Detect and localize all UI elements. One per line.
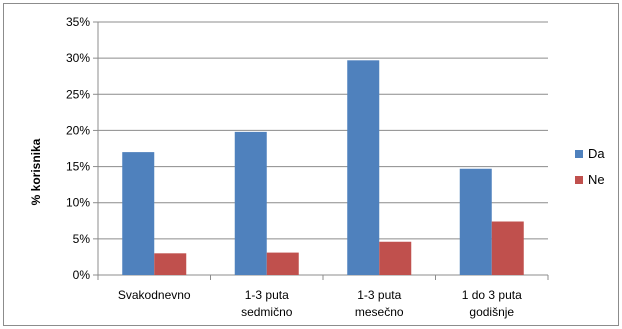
y-axis-label: % korisnika <box>29 138 43 205</box>
x-tick-label: 1-3 puta sedmično <box>241 288 293 319</box>
x-tick-label: 1 do 3 puta godišnje <box>462 288 522 319</box>
bar-da <box>234 131 267 275</box>
y-tick-labels: 0% 5% 10% 15% 20% 25% 30% 35% <box>66 15 90 282</box>
x-tick-label: 1-3 puta mesečno <box>355 288 404 319</box>
bar-ne <box>491 221 524 275</box>
y-tick-label: 0% <box>73 268 91 282</box>
bar-ne <box>379 241 412 275</box>
legend-label-da: Da <box>588 146 605 161</box>
y-tick-label: 35% <box>66 15 90 29</box>
x-tick-labels: Svakodnevno 1-3 puta sedmično 1-3 puta meseč… <box>118 288 522 319</box>
y-tick-label: 15% <box>66 160 90 174</box>
y-tick-label: 10% <box>66 196 90 210</box>
bar-ne <box>266 252 299 275</box>
y-tick-label: 30% <box>66 51 90 65</box>
legend-swatch-ne <box>575 176 583 184</box>
x-tick-label: Svakodnevno <box>118 288 191 302</box>
y-tick-label: 5% <box>73 232 91 246</box>
bar-ne <box>154 253 187 275</box>
y-tick-label: 20% <box>66 123 90 137</box>
bar-da <box>459 168 492 275</box>
legend: Da Ne <box>575 146 605 187</box>
y-tick-label: 25% <box>66 87 90 101</box>
bar-da <box>347 60 380 275</box>
bars <box>122 60 524 275</box>
legend-label-ne: Ne <box>588 172 605 187</box>
chart-frame <box>3 3 619 326</box>
bar-da <box>122 152 155 275</box>
legend-swatch-da <box>575 150 583 158</box>
